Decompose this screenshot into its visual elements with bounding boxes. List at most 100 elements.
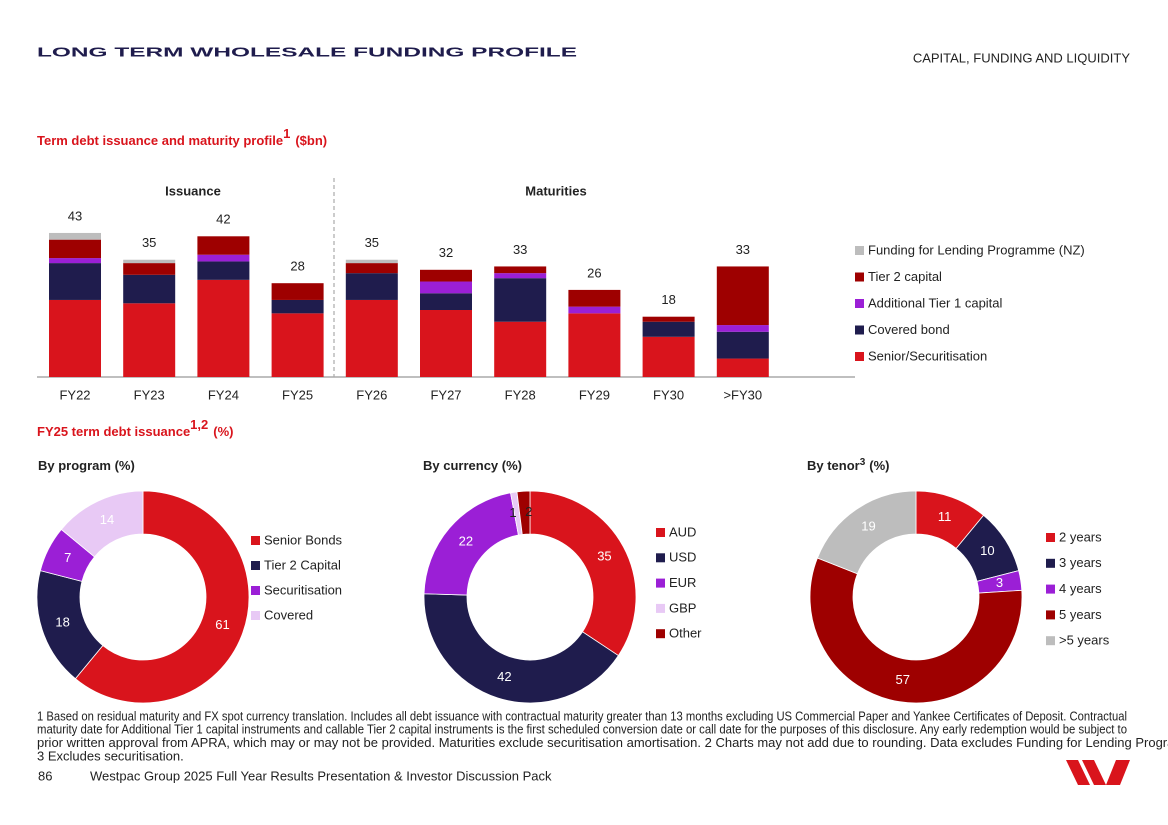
- legend-swatch: [1046, 533, 1055, 542]
- legend-swatch: [1046, 636, 1055, 646]
- donut-slice: [529, 490, 637, 657]
- bar-segment: [197, 236, 250, 255]
- title-text: By currency (%): [423, 458, 522, 473]
- bar-segment: [568, 313, 621, 377]
- bar-segment: [716, 325, 769, 332]
- bar-segment: [197, 279, 250, 377]
- slice-label: 1: [509, 505, 516, 520]
- bar-segment: [494, 273, 547, 279]
- donut-section-title: FY25 term debt issuance1,2 (%): [37, 417, 233, 439]
- bar-total-label: 35: [365, 235, 379, 250]
- title-sup: 1,2: [190, 417, 208, 432]
- legend-label: Senior Bonds: [264, 532, 343, 547]
- donut-slice: [809, 557, 1023, 704]
- bar-segment: [271, 313, 324, 377]
- donut-slice: [74, 490, 250, 704]
- bar-segment: [197, 254, 250, 262]
- slice-label: 18: [55, 615, 69, 630]
- x-tick-label: FY25: [282, 387, 313, 402]
- bar-segment: [716, 266, 769, 326]
- x-tick-label: FY29: [579, 387, 610, 402]
- donut-slice: [60, 490, 144, 558]
- bar-segment: [49, 239, 101, 259]
- legend-label: GBP: [669, 600, 696, 615]
- title-unit: ($bn): [295, 133, 327, 148]
- bar-segment: [197, 261, 250, 280]
- legend-swatch: [1046, 558, 1055, 568]
- slice-label: 35: [597, 548, 611, 563]
- legend-label: 3 years: [1059, 555, 1102, 570]
- legend-swatch: [251, 561, 260, 570]
- bar-segment: [345, 299, 398, 377]
- title-unit: (%): [869, 458, 889, 473]
- bar-total-label: 32: [439, 245, 453, 260]
- bar-total-label: 28: [290, 259, 304, 274]
- legend-label: >5 years: [1059, 633, 1110, 648]
- x-tick-label: FY26: [356, 387, 387, 402]
- logo: [1066, 760, 1130, 785]
- bar-segment: [345, 259, 398, 264]
- legend-swatch: [656, 528, 665, 537]
- slice-label: 10: [980, 543, 994, 558]
- legend-swatch: [656, 603, 665, 613]
- bar-segment: [49, 299, 101, 377]
- donut-title: By tenor3 (%): [807, 457, 890, 474]
- title-text: Term debt issuance and maturity profile: [37, 133, 283, 148]
- bar-segment: [716, 331, 769, 359]
- legend-swatch: [855, 246, 864, 255]
- legend-label: Covered: [264, 607, 313, 622]
- slice-label: 14: [100, 512, 114, 527]
- donut-title: By program (%): [38, 458, 135, 473]
- bar-segment: [420, 281, 472, 294]
- legend-label: Tier 2 Capital: [264, 557, 341, 572]
- legend-label: Other: [669, 626, 702, 641]
- title-text: By program (%): [38, 458, 135, 473]
- legend-swatch: [855, 299, 864, 308]
- bar-segment: [642, 321, 695, 337]
- bar-total-label: 35: [142, 235, 156, 250]
- legend-swatch: [855, 325, 864, 335]
- bar-total-label: 33: [736, 242, 750, 257]
- slice-label: 22: [459, 533, 473, 548]
- slice-label: 7: [64, 550, 71, 565]
- legend-label: EUR: [669, 575, 696, 590]
- bar-segment: [271, 283, 324, 300]
- bar-segment: [420, 310, 472, 377]
- slice-label: 19: [861, 519, 875, 534]
- title-text: By tenor: [807, 458, 860, 473]
- bar-segment: [494, 321, 547, 377]
- bar-total-label: 26: [587, 265, 601, 280]
- x-tick-label: FY23: [134, 387, 165, 402]
- legend-swatch: [251, 611, 260, 620]
- legend-swatch: [251, 536, 260, 545]
- legend-label: 4 years: [1059, 581, 1102, 596]
- page-number: 86: [38, 768, 52, 783]
- footnote: prior written approval from APRA, which …: [37, 735, 1168, 750]
- bar-segment: [716, 358, 769, 377]
- legend-label: Tier 2 capital: [868, 269, 942, 284]
- bar-segment: [123, 263, 176, 275]
- legend-swatch: [656, 578, 665, 588]
- section-label: CAPITAL, FUNDING AND LIQUIDITY: [913, 50, 1131, 65]
- bar-segment: [345, 273, 398, 300]
- x-tick-label: FY28: [505, 387, 536, 402]
- bar-segment: [420, 293, 472, 310]
- slice-label: 42: [497, 669, 511, 684]
- legend-label: USD: [669, 550, 696, 565]
- legend-label: Senior/Securitisation: [868, 348, 987, 363]
- bar-segment: [271, 299, 324, 314]
- donut-slice: [816, 490, 917, 575]
- legend-swatch: [1046, 610, 1055, 620]
- bar-segment: [123, 303, 176, 377]
- title-sup: 1: [283, 126, 290, 141]
- legend-label: Covered bond: [868, 322, 950, 337]
- legend-swatch: [855, 352, 864, 361]
- slice-label: 2: [525, 504, 532, 519]
- donut-slice: [516, 490, 531, 535]
- bar-total-label: 18: [661, 292, 675, 307]
- title-text: FY25 term debt issuance: [37, 424, 190, 439]
- x-tick-label: >FY30: [723, 387, 762, 402]
- bar-segment: [123, 259, 176, 264]
- group-label: Maturities: [525, 183, 586, 198]
